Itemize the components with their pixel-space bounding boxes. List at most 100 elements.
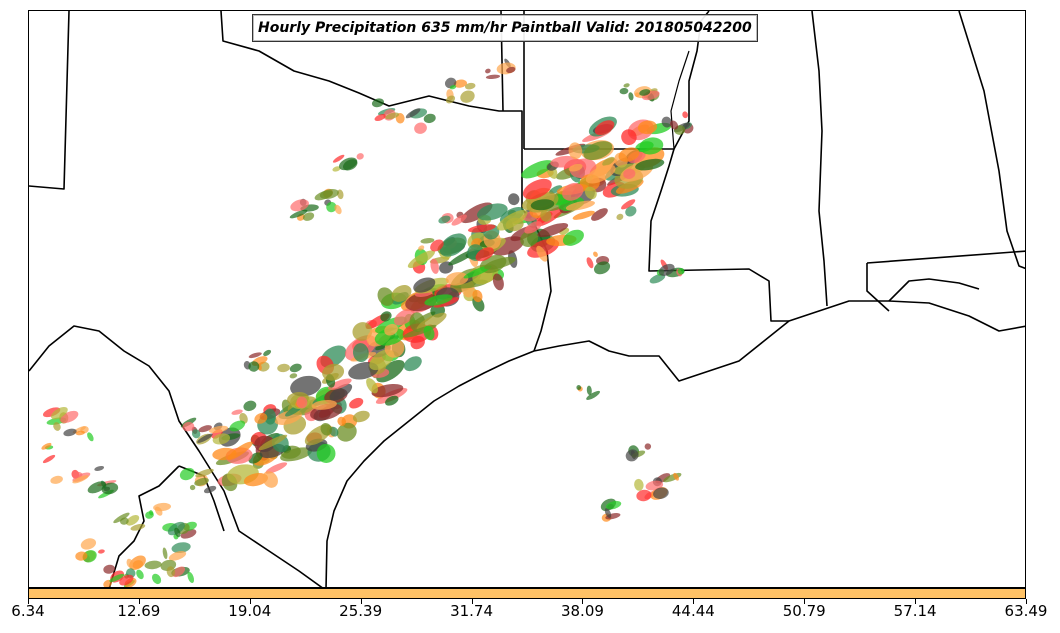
precip-blob [322,363,345,381]
precip-blob [621,129,637,146]
precip-blob [263,349,272,357]
precip-blob [168,550,187,561]
precip-blob [264,408,276,425]
precip-blob [296,396,308,409]
precip-blob [171,542,191,554]
colorbar-tick-label: 38.09 [560,602,604,620]
precip-blob [265,462,288,474]
precip-blob [623,168,636,179]
precip-blob [414,122,427,134]
precip-blob [439,233,467,257]
precip-blob [113,512,130,524]
colorbar-tick-label: 25.39 [339,602,383,620]
precip-blob [492,273,504,291]
precip-blob [464,82,476,90]
precip-blob [586,385,592,396]
precip-blob [311,399,337,410]
precip-blob [145,511,154,519]
coastline [888,278,980,302]
precip-blob [371,98,384,108]
map-panel [28,10,1026,588]
precip-blob [520,230,539,248]
precip-blob [549,185,563,194]
precip-blob [172,566,186,578]
precip-blob [98,549,105,554]
precip-blob [166,566,176,578]
precip-blob [94,465,105,471]
map-title: Hourly Precipitation 635 mm/hr Paintball… [252,14,758,42]
precip-blob [189,484,196,491]
colorbar-tick-label: 50.79 [782,602,826,620]
precip-blob [540,209,552,222]
boundary-line [220,11,552,352]
precip-blob [254,412,268,424]
precip-blob [586,390,600,400]
state-and-coast-boundaries [29,11,1025,587]
boundary-line [811,11,828,307]
precip-blob [572,210,595,220]
precip-blob [366,378,379,394]
precip-blob [413,277,436,293]
precip-blob [637,120,658,135]
precip-blob [349,397,364,409]
precip-blob [586,257,594,269]
precip-blob [506,66,516,74]
precip-blob [460,90,475,103]
precip-blob [208,425,229,434]
colorbar-tick-label: 31.74 [450,602,494,620]
precip-blob [522,178,552,200]
precip-blob [371,383,404,398]
precip-blob [151,573,162,585]
precip-blob [508,193,520,206]
precip-blob [623,83,630,88]
precip-blob [625,206,637,217]
precip-blob [101,482,119,495]
precip-blob [619,87,629,95]
precip-blob [384,323,398,336]
boundary-line [524,148,789,322]
precip-blob [289,373,298,379]
precip-blob [162,547,168,560]
precip-blob [385,112,400,120]
precip-blob [63,428,77,437]
precip-blob [636,489,652,502]
precip-blob [262,471,278,488]
precip-blob [229,420,246,432]
precip-blob [356,153,364,160]
precip-blob [576,385,582,391]
precip-blob [130,523,146,531]
precip-blob [50,475,63,484]
precip-blob [332,166,341,172]
precip-blob [198,425,212,433]
precip-blob [605,500,622,510]
precip-blob [129,555,146,570]
precip-blob [182,422,195,432]
colorbar-tick-label: 57.14 [893,602,937,620]
precip-blob [332,154,345,163]
colorbar [28,588,1026,599]
precip-blob [475,247,494,262]
precip-blob [521,160,554,179]
precip-blob [485,68,491,74]
precip-blob [53,422,61,431]
precip-blob [243,400,257,412]
precip-blob [72,475,89,484]
precip-blob [621,199,636,210]
precip-blob [430,258,439,274]
precip-blob [329,383,353,401]
boundary-line [29,11,70,190]
precip-blob [314,190,333,201]
precip-blob [625,449,639,462]
precip-blob [639,89,651,96]
precip-blob [644,443,652,450]
precip-blob [673,472,679,481]
precip-blob [75,430,85,436]
precip-blob [451,214,467,226]
precip-blob [594,120,615,136]
precip-blob [153,502,172,512]
precip-blob [583,141,613,161]
precip-blob [467,224,496,233]
precip-blob [326,201,337,213]
precip-blob [316,443,336,463]
precip-blob [634,478,644,491]
